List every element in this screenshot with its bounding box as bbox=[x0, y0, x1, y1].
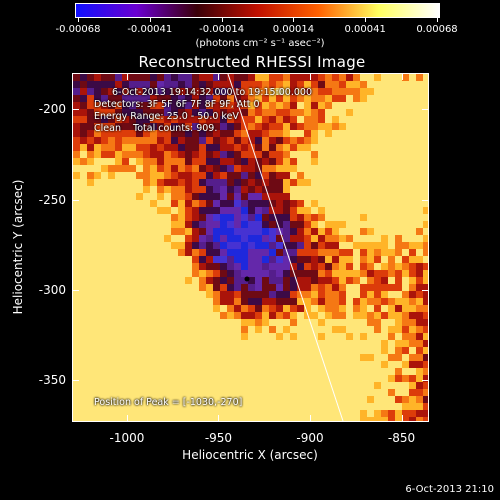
y-tick bbox=[72, 109, 79, 111]
colorbar-tick-label: 0.00041 bbox=[344, 24, 386, 35]
colorbar bbox=[75, 3, 440, 18]
colorbar-tick-label: 0.00014 bbox=[272, 24, 315, 35]
footer-timestamp: 6-Oct-2013 21:10 bbox=[405, 484, 494, 495]
colorbar-tick bbox=[221, 17, 223, 22]
image-pixels bbox=[73, 74, 428, 421]
colorbar-tick bbox=[365, 17, 367, 22]
colorbar-units-label: (photons cm⁻² s⁻¹ asec⁻²) bbox=[195, 38, 325, 49]
y-tick bbox=[72, 199, 79, 201]
y-tick-label: -350 bbox=[38, 373, 66, 388]
x-tick bbox=[126, 73, 128, 80]
solar-limb-line bbox=[227, 74, 344, 421]
energy-range-text: Energy Range: 25.0 - 50.0 keV bbox=[94, 111, 239, 122]
y-tick bbox=[72, 380, 79, 382]
x-tick bbox=[310, 415, 311, 422]
y-tick bbox=[72, 289, 79, 291]
y-tick bbox=[422, 109, 429, 111]
rhessi-image bbox=[73, 74, 428, 421]
x-tick-label: -1000 bbox=[109, 431, 145, 445]
y-tick bbox=[422, 289, 429, 291]
colorbar-tick bbox=[437, 17, 438, 22]
x-tick bbox=[401, 415, 403, 422]
x-tick-label: -950 bbox=[204, 431, 233, 445]
plot-title: Reconstructed RHESSI Image bbox=[138, 53, 366, 71]
colorbar-tick bbox=[293, 17, 295, 22]
colorbar-tick-label: -0.00041 bbox=[127, 24, 173, 35]
detectors-text: Detectors: 3F 5F 6F 7F 8F 9F, Att 0 bbox=[94, 99, 260, 110]
colorbar-tick bbox=[78, 17, 79, 22]
x-tick bbox=[218, 415, 220, 422]
colorbar-tick bbox=[149, 17, 151, 22]
colorbar-tick-label: -0.00014 bbox=[199, 24, 245, 35]
clean-counts-text: Clean Total counts: 909. bbox=[94, 123, 218, 134]
y-axis-label: Heliocentric Y (arcsec) bbox=[11, 179, 25, 315]
x-tick-label: -850 bbox=[387, 431, 416, 445]
colorbar-tick-label: -0.00068 bbox=[55, 24, 101, 35]
x-axis-label: Heliocentric X (arcsec) bbox=[182, 448, 318, 462]
y-tick-label: -200 bbox=[38, 102, 66, 117]
y-tick-label: -300 bbox=[38, 282, 66, 297]
peak-position-text: Position of Peak = [-1030,-270] bbox=[94, 397, 243, 408]
rhessi-image-plot bbox=[72, 73, 429, 422]
y-tick bbox=[422, 380, 429, 382]
x-tick bbox=[310, 73, 311, 80]
x-tick-label: -900 bbox=[296, 431, 324, 445]
y-tick bbox=[422, 199, 429, 201]
x-tick bbox=[126, 415, 128, 422]
time-range-text: 6-Oct-2013 19:14:32.000 to 19:15:00.000 bbox=[112, 87, 313, 98]
x-tick bbox=[401, 73, 403, 80]
x-tick bbox=[218, 73, 220, 80]
colorbar-tick-label: 0.00068 bbox=[416, 24, 458, 35]
y-tick-label: -250 bbox=[38, 192, 66, 207]
peak-marker bbox=[244, 276, 250, 282]
